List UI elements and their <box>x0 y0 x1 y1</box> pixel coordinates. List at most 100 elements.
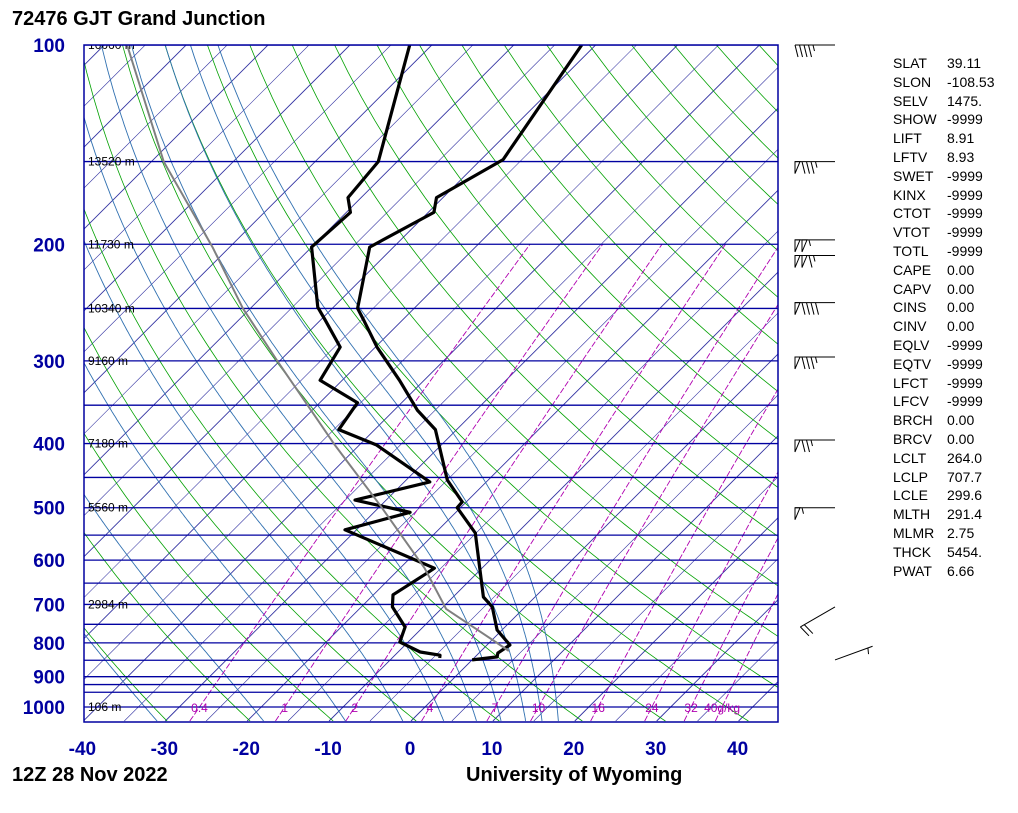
mixing-ratio-label: 2 <box>351 701 358 715</box>
isotherm-line <box>656 599 778 722</box>
dry-adiabat-line <box>84 627 168 722</box>
stat-row-lift: LIFT 8.91 <box>893 129 994 148</box>
isotherm-line <box>492 435 778 722</box>
stat-key: CAPE <box>893 261 932 278</box>
dry-adiabat-line <box>84 326 417 722</box>
mixing-ratio-line <box>590 388 778 722</box>
stat-row-slon: SLON -108.53 <box>893 73 994 92</box>
height-label: 16060 m <box>88 38 135 52</box>
isotherm-line <box>246 189 778 722</box>
moist-adiabat-line <box>189 45 543 722</box>
stat-key: SLAT <box>893 55 927 71</box>
moist-adiabat-line <box>131 45 502 722</box>
temperature-tick-label: 40 <box>727 739 748 760</box>
mixing-ratio-line <box>421 244 726 722</box>
stat-key: EQTV <box>893 355 932 372</box>
mixing-ratio-label: 16 <box>592 701 606 715</box>
stat-key: CINV <box>893 318 927 335</box>
stat-key: LCLE <box>893 487 929 504</box>
pressure-tick-label: 800 <box>33 634 65 655</box>
stat-key: LIFT <box>893 130 922 147</box>
dry-adiabat-line <box>164 45 749 722</box>
mixing-ratio-label: 4 <box>427 701 434 715</box>
stat-row-lclp: LCLP 707.7 <box>893 468 994 487</box>
isotherm-line <box>164 107 778 722</box>
wind-barb <box>794 44 835 58</box>
isotherm-line <box>84 45 555 517</box>
moist-adiabat-line <box>84 362 346 722</box>
stat-key: SHOW <box>893 111 937 128</box>
isotherm-line <box>84 45 310 271</box>
dry-adiabat-line <box>84 59 583 722</box>
stat-value: -9999 <box>947 242 983 259</box>
stat-value: -9999 <box>947 374 983 391</box>
isotherm-line <box>0 45 22 721</box>
moist-adiabat-line <box>84 115 445 722</box>
moist-adiabat-line <box>84 632 158 722</box>
stat-row-cape: CAPE 0.00 <box>893 261 994 280</box>
isotherm-line <box>84 45 596 558</box>
dry-adiabat-line <box>419 45 778 440</box>
stat-value: 299.6 <box>947 487 983 504</box>
temperature-tick-label: 10 <box>481 739 502 760</box>
stat-row-selv: SELV 1475. <box>893 92 994 111</box>
temperature-tick-label: -10 <box>314 739 341 760</box>
dry-adiabat-line <box>84 531 251 722</box>
dewpoint-trace <box>310 45 442 659</box>
stat-value: -9999 <box>947 393 983 410</box>
stat-value: 0.00 <box>947 299 975 316</box>
wind-barb <box>794 161 835 174</box>
dry-adiabat-line <box>84 720 85 721</box>
pressure-tick-label: 300 <box>33 352 65 373</box>
temperature-tick-label: -30 <box>151 739 178 760</box>
stat-value: -9999 <box>947 355 983 372</box>
stat-key: LCLP <box>893 468 929 485</box>
temperature-tick-label: 20 <box>563 739 584 760</box>
dry-adiabat-line <box>84 432 334 722</box>
isotherm-line <box>451 394 778 722</box>
pressure-tick-label: 200 <box>33 235 65 256</box>
stat-row-lcle: LCLE 299.6 <box>893 486 994 505</box>
isotherm-line <box>328 271 778 722</box>
data-source: University of Wyoming <box>466 764 683 786</box>
isotherm-line <box>410 353 778 722</box>
wind-barb <box>794 239 835 253</box>
stat-value: 0.00 <box>947 412 975 429</box>
sounding-date: 12Z 28 Nov 2022 <box>12 764 168 786</box>
stat-value: 0.00 <box>947 280 975 297</box>
isotherm-line <box>574 517 778 722</box>
stat-row-brch: BRCH 0.00 <box>893 411 994 430</box>
stat-key: LCLT <box>893 449 927 466</box>
wind-barb <box>794 507 835 520</box>
stat-key: LFCT <box>893 374 928 391</box>
mixing-ratio-label: 10 <box>532 701 546 715</box>
stat-value: 0.00 <box>947 261 975 278</box>
height-label: 11730 m <box>88 237 134 251</box>
temperature-tick-label: 0 <box>405 739 416 760</box>
stat-key: BRCH <box>893 412 933 429</box>
wind-barb <box>834 645 873 661</box>
stat-key: TOTL <box>893 242 929 259</box>
mixing-ratio-line <box>644 471 778 722</box>
stat-key: LFTV <box>893 148 928 165</box>
isotherm-line <box>205 148 778 722</box>
stat-key: VTOT <box>893 224 931 241</box>
isotherm-line <box>124 66 778 722</box>
stat-row-brcv: BRCV 0.00 <box>893 430 994 449</box>
stat-row-eqtv: EQTV -9999 <box>893 355 994 374</box>
mixing-ratio-line <box>486 246 778 722</box>
stat-row-show: SHOW -9999 <box>893 110 994 129</box>
sounding-indices-panel: SLAT 39.11 SLON -108.53 SELV 1475. SHOW -9999 LI… <box>893 54 994 580</box>
stat-value: 264.0 <box>947 449 983 466</box>
pressure-tick-label: 500 <box>33 499 65 520</box>
stat-row-kinx: KINX -9999 <box>893 186 994 205</box>
stat-row-lftv: LFTV 8.93 <box>893 148 994 167</box>
stat-row-mlth: MLTH 291.4 <box>893 505 994 524</box>
stat-key: SELV <box>893 92 928 109</box>
stat-value: -9999 <box>947 205 983 222</box>
pressure-tick-label: 600 <box>33 551 65 572</box>
mixing-ratio-label: 0.4 <box>191 701 208 715</box>
stat-row-thck: THCK 5454. <box>893 543 994 562</box>
stat-key: CAPV <box>893 280 932 297</box>
